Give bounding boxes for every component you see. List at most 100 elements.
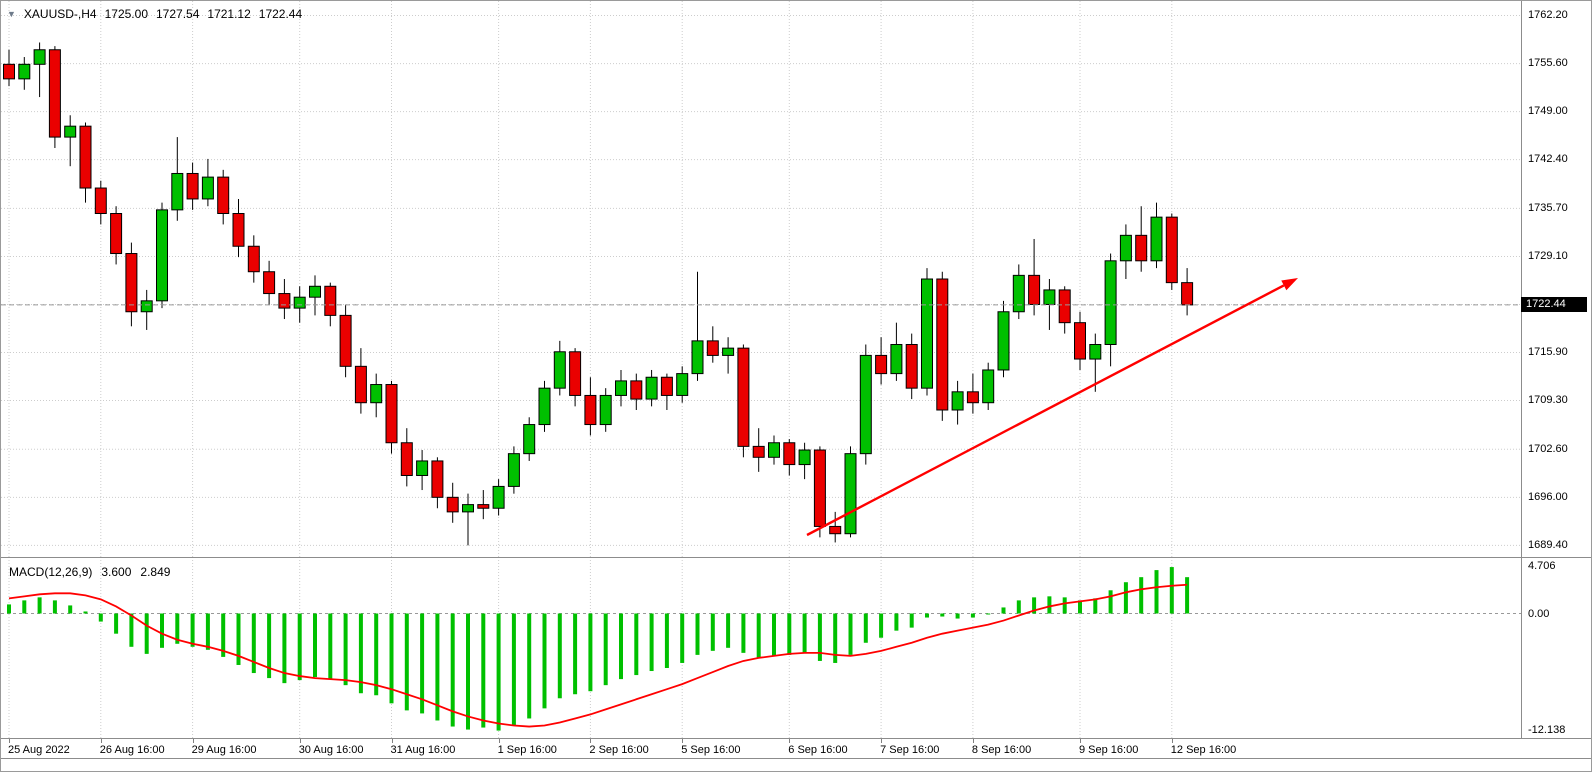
macd-name: MACD(12,26,9): [9, 565, 93, 579]
price-axis[interactable]: 1762.20 1755.60 1749.00 1742.40 1735.70 1729.…: [1522, 1, 1591, 557]
macd-histogram-bar: [970, 613, 975, 618]
macd-histogram-bar: [726, 613, 731, 648]
price-pane[interactable]: ▼ XAUUSD-,H4 1725.00 1727.54 1721.12 172…: [1, 1, 1521, 557]
macd-main-value: 3.600: [101, 565, 132, 579]
candle: [859, 354, 872, 455]
macd-pane[interactable]: MACD(12,26,9) 3.600 2.849: [1, 560, 1521, 738]
macd-histogram-bar: [588, 613, 593, 692]
candle: [217, 176, 230, 215]
candle: [370, 384, 383, 404]
symbol-info-bar: ▼ XAUUSD-,H4 1725.00 1727.54 1721.12 172…: [7, 7, 302, 21]
time-axis-label: 12 Sep 16:00: [1170, 744, 1237, 756]
macd-histogram-bar: [1154, 570, 1159, 614]
macd-histogram-bar: [680, 613, 685, 663]
candle: [492, 485, 505, 509]
macd-bottom-separator: [1, 738, 1591, 739]
macd-histogram-bar: [251, 613, 256, 674]
macd-histogram-bar: [619, 613, 623, 680]
macd-histogram-bar: [909, 613, 914, 628]
macd-histogram-bar: [557, 613, 562, 699]
macd-histogram-bar: [1139, 577, 1144, 614]
time-axis-label: 2 Sep 16:00: [589, 744, 649, 756]
candle: [201, 176, 214, 200]
candle: [798, 449, 811, 466]
candle: [156, 209, 168, 302]
candle: [1043, 289, 1056, 305]
macd-histogram-bar: [37, 597, 42, 614]
macd-histogram-bar: [863, 613, 868, 643]
candle: [523, 424, 536, 455]
candle: [1089, 343, 1102, 360]
candle: [232, 213, 245, 247]
macd-histogram-bar: [98, 613, 103, 622]
candle: [553, 351, 566, 389]
candle: [691, 340, 704, 375]
macd-histogram-bar: [22, 600, 27, 614]
candle: [875, 354, 888, 375]
candle: [247, 245, 260, 273]
candle: [110, 213, 123, 255]
macd-axis-label: 4.706: [1528, 560, 1556, 572]
macd-histogram-bar: [7, 604, 11, 614]
macd-histogram-bar: [772, 613, 776, 656]
candle: [599, 394, 612, 426]
time-axis-tick: [972, 739, 974, 743]
candle: [94, 187, 107, 215]
macd-histogram-bar: [695, 613, 700, 655]
macd-histogram-bar: [1078, 600, 1082, 614]
macd-histogram-bar: [160, 613, 164, 648]
time-axis[interactable]: 25 Aug 2022 26 Aug 16:00 29 Aug 16:00 30 Au…: [1, 739, 1521, 761]
macd-histogram-bar: [649, 613, 654, 672]
candle: [905, 343, 918, 389]
candle: [79, 125, 92, 189]
macd-histogram-bar: [450, 613, 455, 727]
candle: [538, 387, 551, 426]
candle: [676, 373, 689, 396]
candle: [997, 311, 1010, 371]
macd-histogram-bar: [236, 613, 241, 665]
macd-histogram-bar: [986, 613, 991, 615]
macd-axis[interactable]: 4.706 0.00 -12.138: [1522, 560, 1591, 738]
candle: [982, 369, 995, 404]
candle: [446, 496, 459, 513]
macd-histogram-bar: [1169, 567, 1174, 614]
time-axis-tick: [1080, 739, 1081, 743]
macd-histogram-bar: [297, 613, 302, 681]
candle: [783, 442, 796, 466]
candle: [1104, 260, 1117, 345]
candle: [324, 285, 337, 316]
macd-histogram-bar: [817, 613, 822, 661]
price-chart-canvas[interactable]: [1, 1, 1521, 557]
macd-histogram-bar: [190, 613, 195, 647]
time-axis-tick: [789, 739, 791, 743]
price-axis-label: 1749.00: [1528, 105, 1568, 118]
macd-histogram-bar: [404, 613, 409, 711]
ohlc-low: 1721.12: [207, 7, 251, 21]
macd-histogram-bar: [205, 613, 210, 650]
pane-separator[interactable]: [1, 557, 1591, 558]
time-axis-label: 7 Sep 16:00: [880, 744, 940, 756]
time-axis-tick: [299, 739, 301, 743]
macd-chart-canvas[interactable]: [1, 560, 1521, 738]
trend-arrow[interactable]: [806, 278, 1298, 537]
macd-histogram-bar: [511, 613, 516, 726]
macd-histogram-bar: [282, 613, 287, 684]
axis-divider: [1521, 1, 1522, 738]
candle: [385, 384, 398, 444]
candle: [844, 453, 857, 535]
macd-histogram-bar: [787, 613, 792, 655]
candle: [1150, 216, 1163, 262]
candle: [431, 460, 444, 498]
macd-histogram-bar: [925, 613, 929, 618]
macd-histogram-bar: [573, 613, 578, 695]
ohlc-high: 1727.54: [156, 7, 200, 21]
current-price-tag: 1722.44: [1521, 297, 1587, 313]
macd-histogram-bar: [879, 613, 884, 638]
candle: [951, 391, 964, 411]
price-axis-label: 1689.40: [1528, 538, 1568, 551]
time-axis-tick: [391, 739, 393, 743]
macd-histogram-bar: [1032, 597, 1037, 614]
macd-histogram-bar: [435, 613, 440, 721]
macd-histogram-bar: [343, 613, 348, 686]
symbol-dropdown-icon[interactable]: ▼: [7, 9, 16, 19]
